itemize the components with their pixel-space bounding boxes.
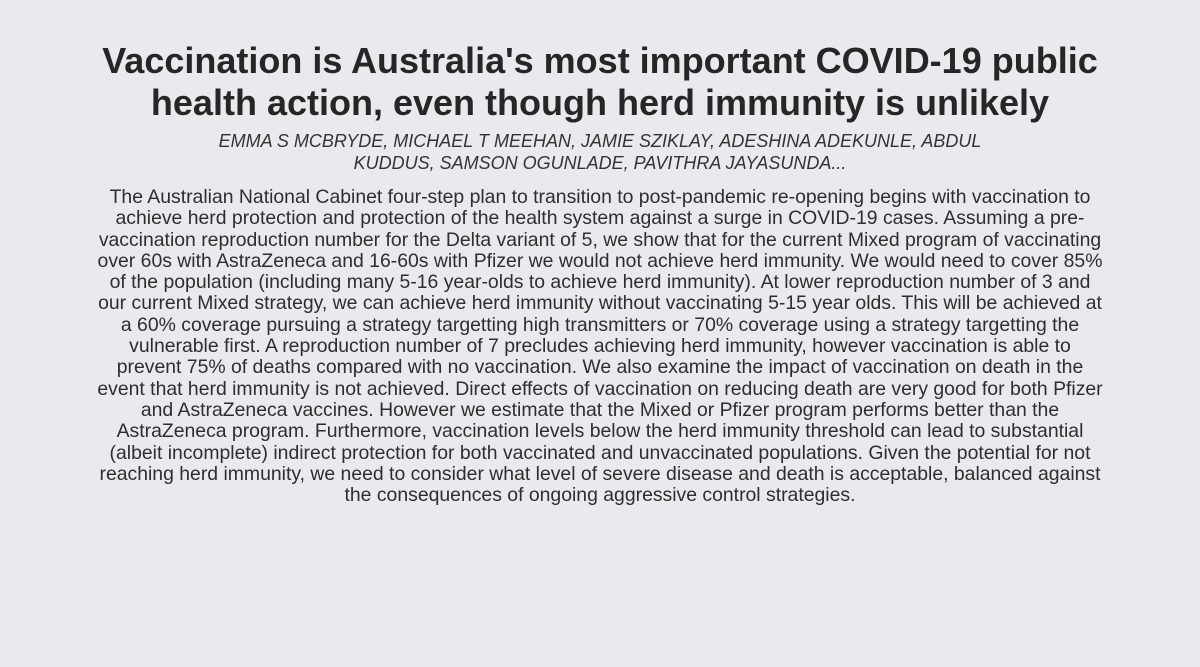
paper-authors: Emma S McBryde, Michael T Meehan, Jamie …: [218, 131, 982, 173]
paper-title: Vaccination is Australia's most importan…: [102, 40, 1098, 123]
paper-abstract: The Australian National Cabinet four-ste…: [97, 186, 1103, 507]
